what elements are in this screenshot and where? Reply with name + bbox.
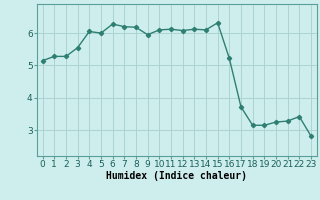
X-axis label: Humidex (Indice chaleur): Humidex (Indice chaleur) <box>106 171 247 181</box>
